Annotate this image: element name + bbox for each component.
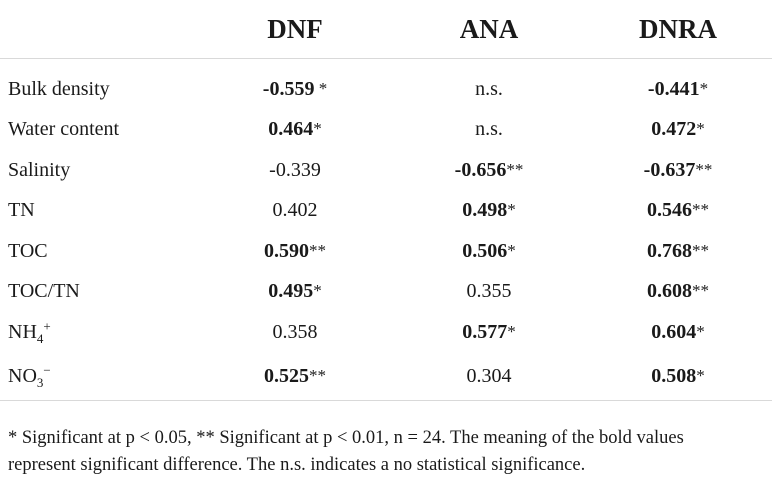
value-cell: 0.472* [584,110,772,151]
correlation-value: 0.495 [268,280,314,303]
value-cell: 0.608** [584,272,772,313]
header-cell-dnf: DNF [196,0,394,59]
correlation-value: 0.546 [647,199,692,222]
correlation-table-container: DNF ANA DNRA Bulk density -0.559 * n.s. -0.… [0,0,772,401]
header-cell-dnra: DNRA [584,0,772,59]
significance-marker: ** [309,240,326,260]
correlation-value: 0.355 [466,280,512,303]
value-cell: n.s. [394,59,584,110]
value-cell: -0.339 [196,150,394,191]
value-cell: 0.498* [394,191,584,232]
value-cell: 0.464* [196,110,394,151]
value-cell: -0.656** [394,150,584,191]
value-cell: -0.559 * [196,59,394,110]
correlation-value: 0.508 [651,364,697,387]
row-label-superscript: − [43,361,51,377]
row-label-base: NH [8,320,37,343]
header-cell-empty [0,0,196,59]
table-body: Bulk density -0.559 * n.s. -0.441* Water con… [0,59,772,401]
correlation-value: 0.358 [272,320,318,343]
correlation-value: 0.506 [462,239,508,262]
row-label-subscript: 3 [36,374,44,390]
row-label: Water content [8,118,120,141]
significance-marker: * [313,281,322,301]
value-cell: 0.604* [584,312,772,353]
correlation-value: 0.464 [268,118,314,141]
value-cell: 0.508* [584,352,772,401]
correlation-value: n.s. [475,118,503,141]
value-cell: 0.768** [584,231,772,272]
value-cell: 0.355 [394,272,584,313]
significance-marker: * [507,240,516,260]
significance-marker: * [313,119,322,139]
value-cell: -0.441* [584,59,772,110]
row-label: TN [8,199,35,222]
significance-marker: * [696,119,705,139]
correlation-value: 0.608 [647,280,692,303]
significance-marker: ** [695,159,713,179]
significance-marker: * [314,78,328,98]
row-label: NH4+ [0,312,196,353]
row-label: NO3− [0,352,196,401]
value-cell: 0.358 [196,312,394,353]
significance-marker: * [696,321,705,341]
significance-marker: ** [506,159,524,179]
table-row: Bulk density -0.559 * n.s. -0.441* [0,59,772,110]
value-cell: 0.546** [584,191,772,232]
table-row: Salinity -0.339 -0.656** -0.637** [0,150,772,191]
significance-marker: ** [692,240,709,260]
correlation-table: DNF ANA DNRA Bulk density -0.559 * n.s. -0.… [0,0,772,401]
header-row: DNF ANA DNRA [0,0,772,59]
correlation-value: 0.304 [466,364,512,387]
table-row: TOC/TN 0.495* 0.355 0.608** [0,272,772,313]
correlation-value: -0.559 [262,77,315,100]
significance-marker: ** [692,200,709,220]
correlation-value: -0.637 [643,158,696,181]
row-label: TOC/TN [8,280,80,303]
value-cell: 0.506* [394,231,584,272]
value-cell: n.s. [394,110,584,151]
value-cell: -0.637** [584,150,772,191]
table-header: DNF ANA DNRA [0,0,772,59]
table-row: TOC 0.590** 0.506* 0.768** [0,231,772,272]
footnote-line-1: * Significant at p < 0.05, ** Significan… [8,428,684,448]
value-cell: 0.577* [394,312,584,353]
table-row: NO3− 0.525** 0.304 0.508* [0,352,772,401]
row-label: Bulk density [8,77,110,100]
correlation-value: -0.656 [454,158,507,181]
correlation-value: 0.498 [462,199,508,222]
correlation-value: 0.577 [462,320,508,343]
table-footnote: * Significant at p < 0.05, ** Significan… [8,425,768,479]
significance-marker: * [699,78,709,98]
significance-marker: * [507,321,516,341]
table-row: NH4+ 0.358 0.577* 0.604* [0,312,772,353]
footnote-line-2: represent significant difference. The n.… [8,455,586,475]
value-cell: 0.304 [394,352,584,401]
correlation-value: 0.472 [651,118,697,141]
row-label: Salinity [8,158,71,181]
table-row: TN 0.402 0.498* 0.546** [0,191,772,232]
value-cell: 0.402 [196,191,394,232]
value-cell: 0.495* [196,272,394,313]
correlation-value: 0.768 [647,239,692,262]
header-cell-ana: ANA [394,0,584,59]
correlation-value: n.s. [475,77,503,100]
row-label-superscript: + [43,318,51,334]
correlation-value: 0.525 [264,364,309,387]
correlation-value: 0.604 [651,320,697,343]
row-label-base: NO [8,364,37,387]
significance-marker: ** [309,365,326,385]
significance-marker: * [507,200,516,220]
table-row: Water content 0.464* n.s. 0.472* [0,110,772,151]
significance-marker: * [696,365,705,385]
significance-marker: ** [692,281,709,301]
correlation-value: 0.402 [272,199,318,222]
row-label-subscript: 4 [36,330,44,346]
row-label: TOC [8,239,48,262]
correlation-value: 0.590 [264,239,309,262]
value-cell: 0.525** [196,352,394,401]
value-cell: 0.590** [196,231,394,272]
correlation-value: -0.441 [647,77,700,100]
correlation-value: -0.339 [269,158,321,181]
